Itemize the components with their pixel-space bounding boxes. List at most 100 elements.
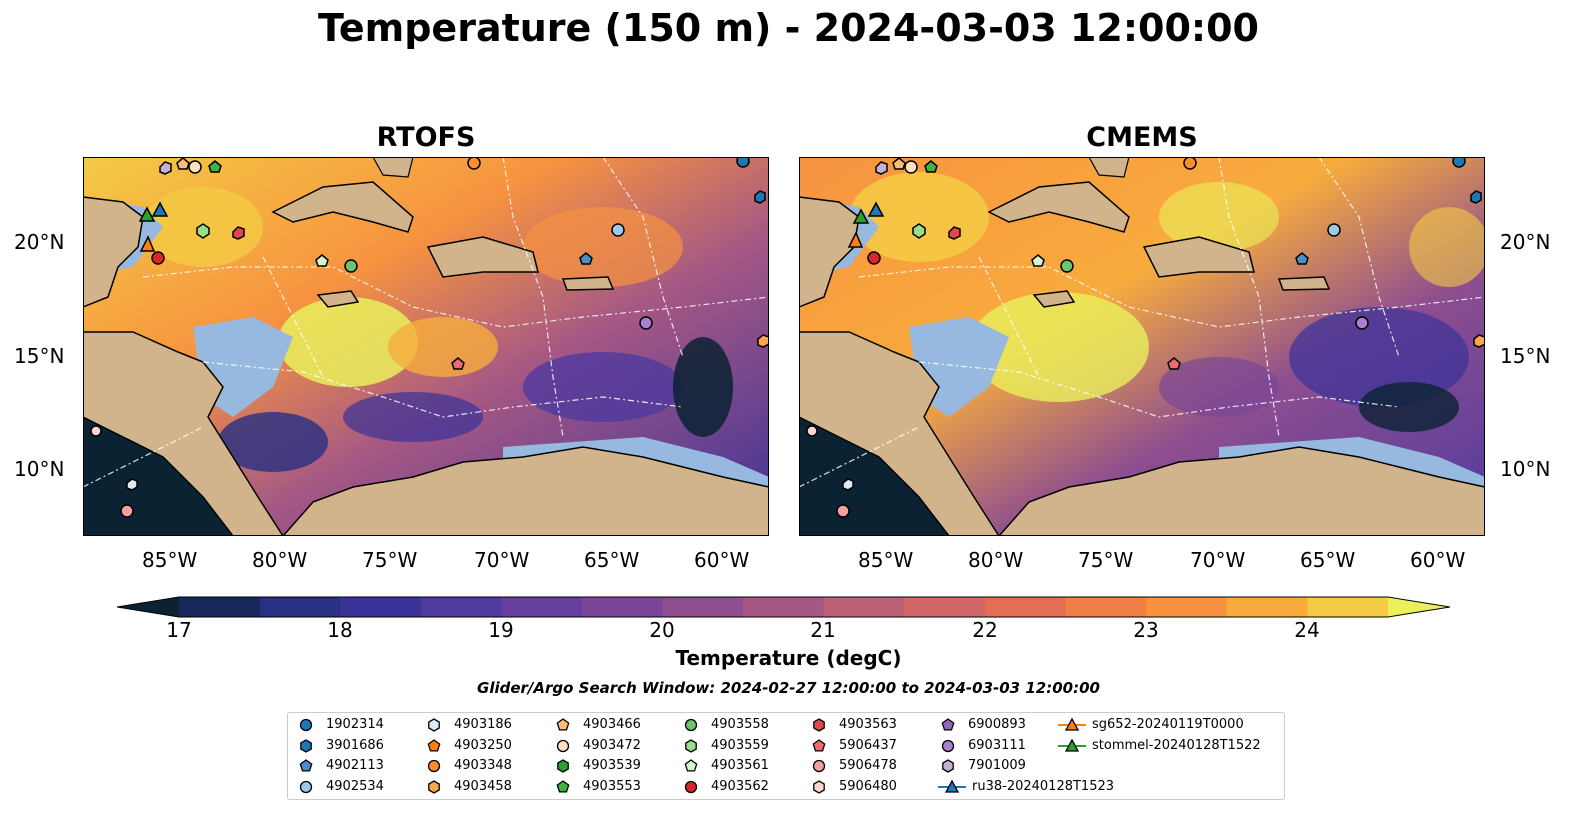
lon-tick-75w: 75°W <box>362 548 418 572</box>
marker-4902534[interactable] <box>1327 223 1341 237</box>
marker-4903472[interactable] <box>904 160 918 174</box>
legend-marker-triangle-icon <box>1058 717 1086 731</box>
marker-4903348[interactable] <box>467 157 481 170</box>
marker-6903111[interactable] <box>639 316 653 330</box>
marker-5906480[interactable] <box>806 425 818 437</box>
marker-7901009[interactable] <box>875 161 888 175</box>
colorbar-segment <box>420 597 502 617</box>
legend-marker-pentagon-icon <box>556 779 570 793</box>
marker-sg652[interactable] <box>847 231 864 248</box>
marker-stommel[interactable] <box>852 208 870 224</box>
eez-boundaries <box>83 157 769 488</box>
marker-5906437[interactable] <box>1167 357 1181 370</box>
marker-7901009[interactable] <box>159 161 172 175</box>
marker-4903458[interactable] <box>757 334 769 348</box>
legend-label: 4903559 <box>711 737 769 753</box>
legend-label: 6903111 <box>968 737 1026 753</box>
marker-4903558[interactable] <box>1060 259 1074 273</box>
marker-4903348[interactable] <box>1183 157 1197 170</box>
marker-ru38[interactable] <box>867 201 885 217</box>
marker-4903466[interactable] <box>892 157 906 170</box>
land-south-america <box>997 446 1485 536</box>
marker-4903562[interactable] <box>867 251 881 265</box>
marker-4903186[interactable] <box>126 478 138 491</box>
legend-marker-circle-icon <box>427 759 441 773</box>
marker-4903562[interactable] <box>151 251 165 265</box>
marker-5906480[interactable] <box>90 425 102 437</box>
legend-label: 4903539 <box>583 758 641 773</box>
colorbar-max-extend <box>1388 597 1450 617</box>
marker-4903553[interactable] <box>924 160 938 173</box>
legend-label: 1902314 <box>326 717 384 732</box>
lon-tick-60w: 60°W <box>694 548 750 572</box>
legend-marker-circle-icon <box>684 718 698 732</box>
marker-3901686[interactable] <box>1470 190 1482 204</box>
land-puerto-rico <box>1277 276 1331 291</box>
land-jamaica <box>1032 290 1076 308</box>
marker-ru38[interactable] <box>151 201 169 217</box>
legend-marker-hexagon-icon <box>557 759 569 773</box>
marker-4903186[interactable] <box>842 478 854 491</box>
legend-marker-circle-icon <box>812 759 826 773</box>
legend-marker-hexagon-icon <box>300 738 312 753</box>
marker-4903472[interactable] <box>188 160 202 174</box>
marker-4903561[interactable] <box>315 254 329 267</box>
legend-marker-hexagon-icon <box>813 718 825 732</box>
marker-4903559[interactable] <box>912 223 926 239</box>
colorbar-label: Temperature (degC) <box>675 646 902 670</box>
panel-title-rtofs: RTOFS <box>376 122 476 153</box>
marker-4903563[interactable] <box>232 226 245 240</box>
colorbar-segment <box>340 597 422 617</box>
legend-label: 4903348 <box>454 758 512 773</box>
marker-4903558[interactable] <box>344 259 358 273</box>
legend-label: 4903458 <box>454 778 512 794</box>
marker-4903553[interactable] <box>208 160 222 173</box>
legend-marker-pentagon-icon <box>556 718 570 731</box>
legend-label: sg652-20240119T0000 <box>1092 717 1244 732</box>
legend-label: 4903553 <box>583 778 641 794</box>
marker-3901686[interactable] <box>754 190 766 204</box>
marker-stommel[interactable] <box>138 206 156 222</box>
colorbar-segment <box>501 597 583 617</box>
lon-tick-85w: 85°W <box>858 548 914 572</box>
marker-4902113[interactable] <box>579 252 593 265</box>
marker-4903466[interactable] <box>176 157 190 170</box>
marker-5906437[interactable] <box>451 357 465 370</box>
figure-title: Temperature (150 m) - 2024-03-03 12:00:0… <box>317 6 1259 50</box>
marker-1902314[interactable] <box>736 157 750 168</box>
marker-5906478[interactable] <box>120 504 134 518</box>
legend-marker-circle-icon <box>684 780 698 793</box>
lat-tick-20n: 20°N <box>1500 230 1551 254</box>
eez-boundaries <box>799 157 1485 488</box>
marker-6903111[interactable] <box>1355 316 1369 330</box>
lon-tick-75w: 75°W <box>1078 548 1134 572</box>
panel-title-cmems: CMEMS <box>1086 122 1198 153</box>
land-hispaniola <box>426 236 539 278</box>
colorbar-segment <box>1226 597 1308 617</box>
land-hispaniola <box>1142 236 1255 278</box>
marker-4903458[interactable] <box>1473 334 1485 348</box>
marker-1902314[interactable] <box>1452 157 1466 168</box>
legend-marker-hexagon-icon <box>813 779 825 794</box>
lon-tick-80w: 80°W <box>968 548 1024 572</box>
land-cuba <box>271 181 414 233</box>
lon-tick-60w: 60°W <box>1410 548 1466 572</box>
colorbar-segment <box>1307 597 1389 617</box>
marker-sg652[interactable] <box>139 235 156 252</box>
legend-marker-pentagon-icon <box>299 759 313 772</box>
legend-marker-circle-icon <box>556 739 570 752</box>
lat-tick-20n: 20°N <box>14 230 65 254</box>
legend-marker-circle-icon <box>299 718 313 732</box>
marker-4902534[interactable] <box>611 223 625 237</box>
marker-4903563[interactable] <box>948 226 961 240</box>
lon-tick-70w: 70°W <box>1190 548 1246 572</box>
legend-marker-circle-icon <box>299 780 313 793</box>
legend-marker-pentagon-icon <box>427 738 441 752</box>
colorbar-segment <box>1146 597 1228 617</box>
legend-label: 4902113 <box>326 758 384 773</box>
marker-5906478[interactable] <box>836 504 850 518</box>
marker-4903559[interactable] <box>196 223 210 239</box>
marker-4902113[interactable] <box>1295 252 1309 265</box>
marker-4903561[interactable] <box>1031 254 1045 267</box>
lat-tick-15n: 15°N <box>1500 344 1551 368</box>
